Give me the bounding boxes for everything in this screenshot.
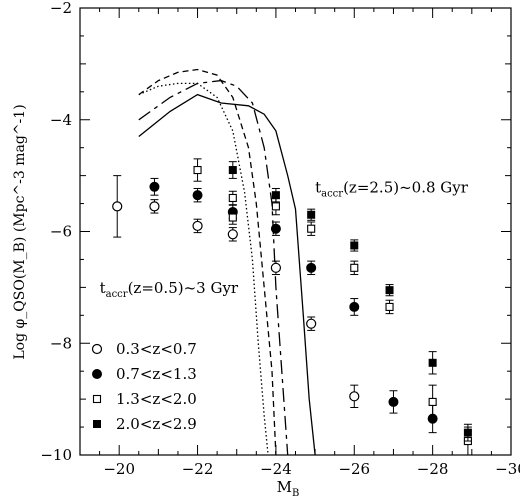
y-tick-label: −6 <box>50 223 72 241</box>
x-tick-label: −24 <box>260 460 292 478</box>
curve-solid <box>138 93 316 455</box>
data-point-open-circle <box>149 201 160 212</box>
x-tick-label: −30 <box>495 460 520 478</box>
data-point-filled-circle <box>270 223 281 234</box>
data-point-open-square <box>228 213 237 222</box>
legend-marker-open-circle <box>91 343 103 355</box>
y-tick-label: −4 <box>50 111 72 129</box>
x-axis-label: MB <box>277 478 300 499</box>
curve-dotted <box>138 82 269 455</box>
data-point-filled-circle <box>306 262 317 273</box>
data-point-filled-circle <box>388 396 399 407</box>
y-tick-label: −10 <box>40 446 72 464</box>
legend-marker-filled-circle <box>92 369 102 379</box>
data-point-open-square <box>193 165 202 175</box>
data-point-filled-square <box>271 191 280 200</box>
legend-marker-open-square <box>92 394 102 404</box>
data-point-open-square <box>271 202 280 211</box>
data-point-open-circle <box>349 391 360 402</box>
data-point-filled-square <box>350 241 359 250</box>
legend-label: 1.3<z<2.0 <box>116 390 197 408</box>
legend: 0.3<z<0.7 0.7<z<1.3 1.3<z<2.0 2.0<z<2.9 <box>91 340 197 433</box>
data-point-open-square <box>228 193 237 203</box>
data-point-open-square <box>307 224 316 233</box>
curve-long-dash <box>138 79 289 455</box>
y-tick-label: −2 <box>50 0 72 17</box>
data-point-filled-circle <box>149 181 160 192</box>
data-point-filled-circle <box>192 190 203 201</box>
x-tick-label: −22 <box>182 460 214 478</box>
data-point-filled-square <box>463 428 472 437</box>
data-point-filled-square <box>428 358 437 367</box>
x-tick-label: −20 <box>103 460 135 478</box>
ann-high-z: taccr(z=2.5)~0.8 Gyr <box>315 178 469 199</box>
legend-label: 2.0<z<2.9 <box>116 415 197 433</box>
x-axis-label-subscript: B <box>292 488 299 499</box>
data-point-open-square <box>428 397 437 406</box>
legend-marker-filled-square <box>93 420 101 428</box>
x-tick-label: −26 <box>338 460 370 478</box>
data-point-open-circle <box>192 220 203 232</box>
data-point-filled-square <box>385 286 394 295</box>
data-point-open-square <box>350 263 359 272</box>
data-point-open-square <box>385 302 394 311</box>
data-points <box>112 158 472 455</box>
tick-labels: −20 −22 −24 −26 −28 −30 −2 −4 −6 −8 −10 <box>40 0 520 478</box>
x-tick-label: −28 <box>417 460 449 478</box>
data-point-filled-square <box>228 166 237 175</box>
data-point-open-circle <box>270 262 282 273</box>
data-point-open-circle <box>306 318 317 329</box>
y-axis-label: Log φ_QSO(M_B) (Mpc^-3 mag^-1) <box>12 104 28 359</box>
ann-low-z: taccr(z=0.5)~3 Gyr <box>100 279 239 300</box>
data-point-filled-circle <box>349 301 360 312</box>
plot-frame <box>79 7 512 456</box>
data-point-filled-square <box>307 210 316 219</box>
model-curves <box>138 68 316 455</box>
data-point-open-circle <box>227 229 238 240</box>
y-tick-label: −8 <box>50 334 72 352</box>
legend-label: 0.7<z<1.3 <box>116 365 197 383</box>
tick-marks <box>79 7 512 456</box>
legend-label: 0.3<z<0.7 <box>116 340 197 358</box>
annotations: taccr(z=2.5)~0.8 Gyr taccr(z=0.5)~3 Gyr <box>100 178 469 300</box>
curve-short-dash <box>138 68 277 455</box>
data-point-open-circle <box>112 201 123 212</box>
